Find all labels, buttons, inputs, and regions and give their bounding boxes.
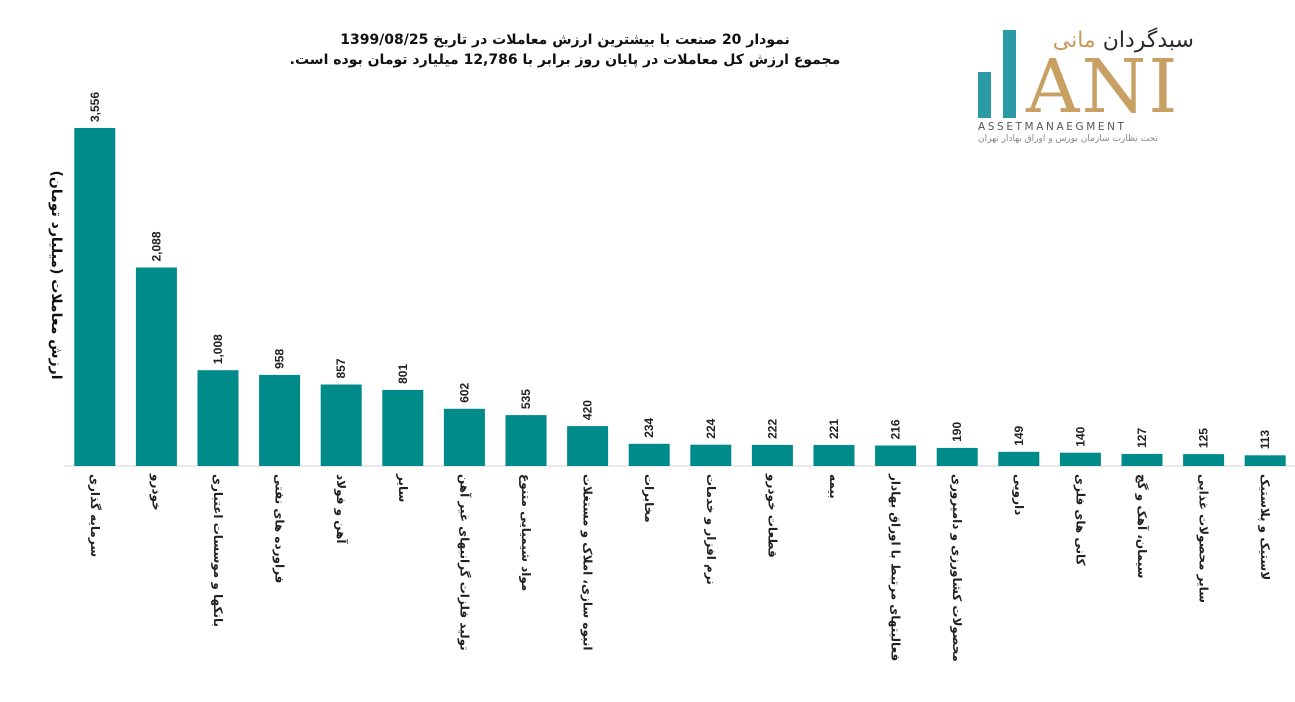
bar-value-label: 149 <box>1012 425 1026 445</box>
bar <box>998 451 1040 466</box>
bar <box>197 370 239 466</box>
bar-value-label: 857 <box>334 358 348 378</box>
category-label: سایر <box>396 473 410 502</box>
category-label: مخابرات <box>642 474 656 523</box>
bar <box>690 444 732 466</box>
bar-value-label: 2,088 <box>149 231 163 261</box>
category-label: خودرو <box>148 473 163 511</box>
category-label: بیمه <box>827 474 841 499</box>
category-label: فعالیتهای مرتبط با اوراق بهادار <box>888 473 903 661</box>
bar <box>1059 452 1101 466</box>
bar <box>813 445 855 466</box>
bar-value-label: 113 <box>1258 430 1272 450</box>
logo-ani-text: ANI <box>1026 44 1180 130</box>
y-axis-label: ارزش معاملات (میلیارد تومان) <box>48 170 64 379</box>
bar <box>628 443 670 466</box>
logo-persian-main: سبدگردان <box>1102 28 1194 53</box>
bar-value-label: 958 <box>273 349 287 369</box>
bar-value-label: 801 <box>396 364 410 384</box>
bar-value-label: 602 <box>457 382 471 402</box>
logo-bar-short <box>978 72 991 118</box>
bar-value-label: 221 <box>827 419 841 439</box>
bar-value-label: 224 <box>704 418 718 438</box>
category-label: کانی های فلزی <box>1073 474 1087 566</box>
bar <box>875 445 917 466</box>
category-label: محصولات کشاورزی و دامپروری <box>949 474 964 662</box>
bar-value-label: 222 <box>765 419 779 439</box>
category-label: سایر محصولات غذایی <box>1196 474 1211 603</box>
chart-title-line1: نمودار 20 صنعت با بیشترین ارزش معاملات د… <box>340 32 790 48</box>
bar <box>1121 453 1163 466</box>
category-label: انبوه سازی، املاک و مستغلات <box>580 474 595 651</box>
value-labels-group: 3,556 2,088 1,008 958 857 801 602 535 420 234 224 2… <box>88 92 1272 450</box>
bar-value-label: 420 <box>581 400 595 420</box>
bar-value-label: 190 <box>950 422 964 442</box>
chart-title-line2: مجموع ارزش کل معاملات در پایان روز برابر… <box>289 52 841 68</box>
bar-value-label: 140 <box>1073 426 1087 446</box>
company-logo: سبدگردان مانی ANI ASSETMANAEGMENT تحت نظ… <box>972 28 1198 148</box>
bar-value-label: 535 <box>519 389 533 409</box>
bar-value-label: 234 <box>642 417 656 437</box>
bar <box>259 374 301 466</box>
category-label: بانکها و موسسات اعتباری <box>210 474 225 627</box>
bar <box>74 128 116 466</box>
category-label: دارویی <box>1011 474 1026 515</box>
bars-group <box>74 128 1286 466</box>
logo-bar-tall <box>1003 30 1016 118</box>
category-label: آهن و فولاد <box>333 474 349 544</box>
logo-subtitle: ASSETMANAEGMENT <box>978 121 1127 133</box>
bar <box>382 389 424 466</box>
category-label: سرمایه گذاری <box>88 474 102 557</box>
bar-value-label: 3,556 <box>88 92 102 122</box>
bar-value-label: 125 <box>1197 428 1211 448</box>
bar-value-label: 127 <box>1135 428 1149 448</box>
bar <box>135 267 177 466</box>
category-label: لاستیک و پلاستیک <box>1257 474 1272 580</box>
bar-value-label: 1,008 <box>211 334 225 364</box>
logo-persian-name: سبدگردان مانی <box>1053 28 1194 53</box>
logo-persian-accent: مانی <box>1052 28 1096 53</box>
bar <box>1244 455 1286 466</box>
category-label: نرم افزار و خدمات <box>703 474 718 585</box>
category-label: قطعات خودرو <box>764 473 779 558</box>
category-labels-group: سرمایه گذاری خودرو بانکها و موسسات اعتباری… <box>88 473 1272 662</box>
category-label: تولید فلزات گرانبهای غیر آهن <box>456 474 472 651</box>
bar-value-label: 216 <box>889 419 903 439</box>
bar <box>936 447 978 466</box>
bar <box>1183 454 1225 466</box>
chart-title: نمودار 20 صنعت با بیشترین ارزش معاملات د… <box>230 30 900 70</box>
category-label: سیمان، آهک و گچ <box>1134 474 1150 578</box>
bar <box>567 426 609 466</box>
category-label: فراورده های نفتی <box>272 474 287 583</box>
logo-tagline: تحت نظارت سازمان بورس و اوراق بهادار تهر… <box>978 134 1158 144</box>
bar <box>505 415 547 466</box>
bar <box>751 444 793 466</box>
bar <box>443 408 485 466</box>
category-label: مواد شیمیایی متنوع <box>518 474 533 591</box>
bar <box>320 384 362 466</box>
